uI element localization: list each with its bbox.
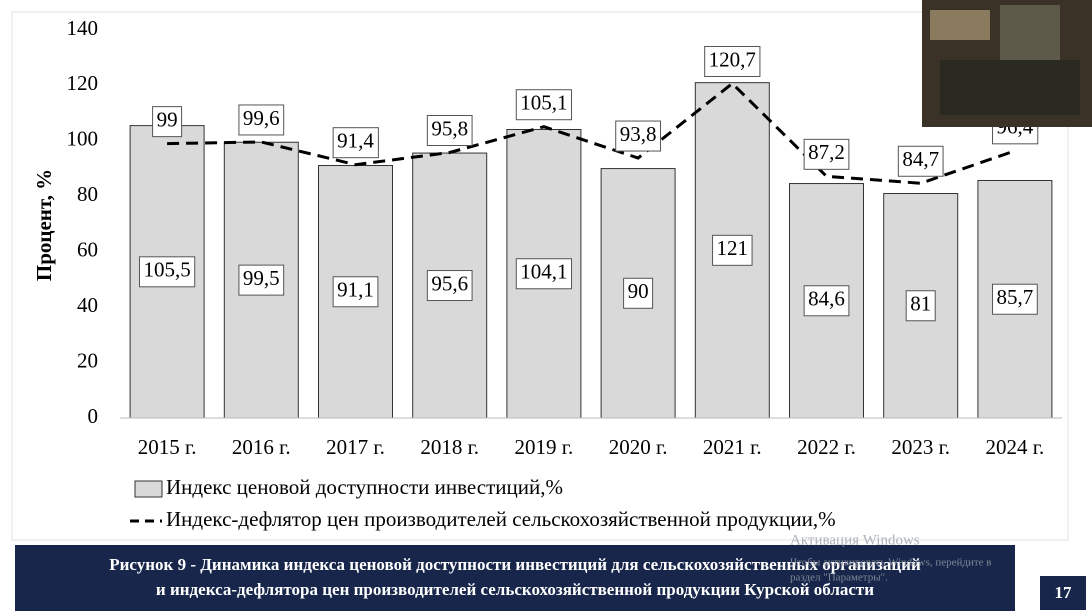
data-label: 84,6 xyxy=(808,287,845,311)
y-tick-label: 120 xyxy=(67,71,99,95)
data-label-box xyxy=(515,258,573,290)
data-label: 99,5 xyxy=(243,266,280,290)
data-label-box xyxy=(332,127,379,159)
data-label: 91,4 xyxy=(337,129,374,153)
watermark-text: раздел "Параметры". xyxy=(790,572,888,584)
x-tick-label: 2024 г. xyxy=(986,435,1045,459)
legend-swatch xyxy=(134,480,163,498)
data-label-box xyxy=(426,270,473,302)
data-label: 99,6 xyxy=(243,106,280,130)
caption-band xyxy=(15,545,1015,611)
data-label-box xyxy=(897,145,944,177)
y-tick-label: 60 xyxy=(77,238,98,262)
watermark-text: Чтобы активировать Windows, перейдите в xyxy=(790,557,992,569)
data-label-box xyxy=(704,45,761,77)
x-tick-label: 2023 г. xyxy=(891,435,950,459)
y-tick-label: 20 xyxy=(77,348,98,372)
data-label-box xyxy=(238,104,285,136)
data-label: 84,7 xyxy=(902,147,939,171)
x-tick-label: 2016 г. xyxy=(232,435,291,459)
data-label-box xyxy=(905,290,936,322)
data-label: 81 xyxy=(910,292,931,316)
y-tick-label: 0 xyxy=(88,404,99,428)
data-label-box xyxy=(138,256,196,288)
data-label-box xyxy=(615,120,661,152)
data-label-box xyxy=(426,114,473,146)
data-label: 90 xyxy=(628,279,649,303)
data-label-box xyxy=(803,138,850,170)
data-label: 95,8 xyxy=(431,116,468,140)
data-label: 93,8 xyxy=(620,122,657,146)
legend-label: Индекс ценовой доступности инвестиций,% xyxy=(166,475,563,499)
y-tick-label: 80 xyxy=(77,182,98,206)
x-tick-label: 2021 г. xyxy=(703,435,762,459)
data-label-box xyxy=(515,89,573,121)
data-label: 85,7 xyxy=(997,285,1034,309)
caption-line: и индекса-дефлятора цен производителей с… xyxy=(156,580,874,599)
x-tick-label: 2017 г. xyxy=(326,435,385,459)
watermark-title: Активация Windows xyxy=(790,532,920,548)
x-tick-label: 2015 г. xyxy=(138,435,197,459)
caption-line: Рисунок 9 - Динамика индекса ценовой дос… xyxy=(109,555,921,574)
x-tick-label: 2018 г. xyxy=(420,435,479,459)
legend-label: Индекс-дефлятор цен производителей сельс… xyxy=(166,507,836,531)
data-label-box xyxy=(152,106,183,138)
data-label: 87,2 xyxy=(808,140,845,164)
data-label: 120,7 xyxy=(709,47,756,71)
page-number-box xyxy=(1040,576,1086,610)
data-label-box xyxy=(992,283,1038,315)
page-number: 17 xyxy=(1055,583,1073,602)
data-label-box xyxy=(803,285,850,317)
x-tick-label: 2022 г. xyxy=(797,435,856,459)
data-label-box xyxy=(238,264,285,296)
data-label-box xyxy=(623,277,654,309)
y-axis-label: Процент, % xyxy=(32,169,56,281)
x-tick-label: 2019 г. xyxy=(515,435,574,459)
y-tick-label: 140 xyxy=(67,16,99,40)
line xyxy=(167,81,1016,185)
data-label-box xyxy=(712,234,753,266)
data-label: 104,1 xyxy=(520,260,567,284)
x-tick-label: 2020 г. xyxy=(609,435,668,459)
data-label: 105,5 xyxy=(143,258,190,282)
data-label: 105,1 xyxy=(520,91,567,115)
y-tick-label: 40 xyxy=(77,293,98,317)
data-label: 121 xyxy=(717,236,749,260)
data-label: 99 xyxy=(157,107,178,131)
webcam-overlay xyxy=(922,0,1092,127)
data-label: 95,6 xyxy=(431,271,468,295)
data-label: 91,1 xyxy=(337,278,374,302)
y-tick-label: 100 xyxy=(67,127,99,151)
data-label-box xyxy=(332,276,379,308)
